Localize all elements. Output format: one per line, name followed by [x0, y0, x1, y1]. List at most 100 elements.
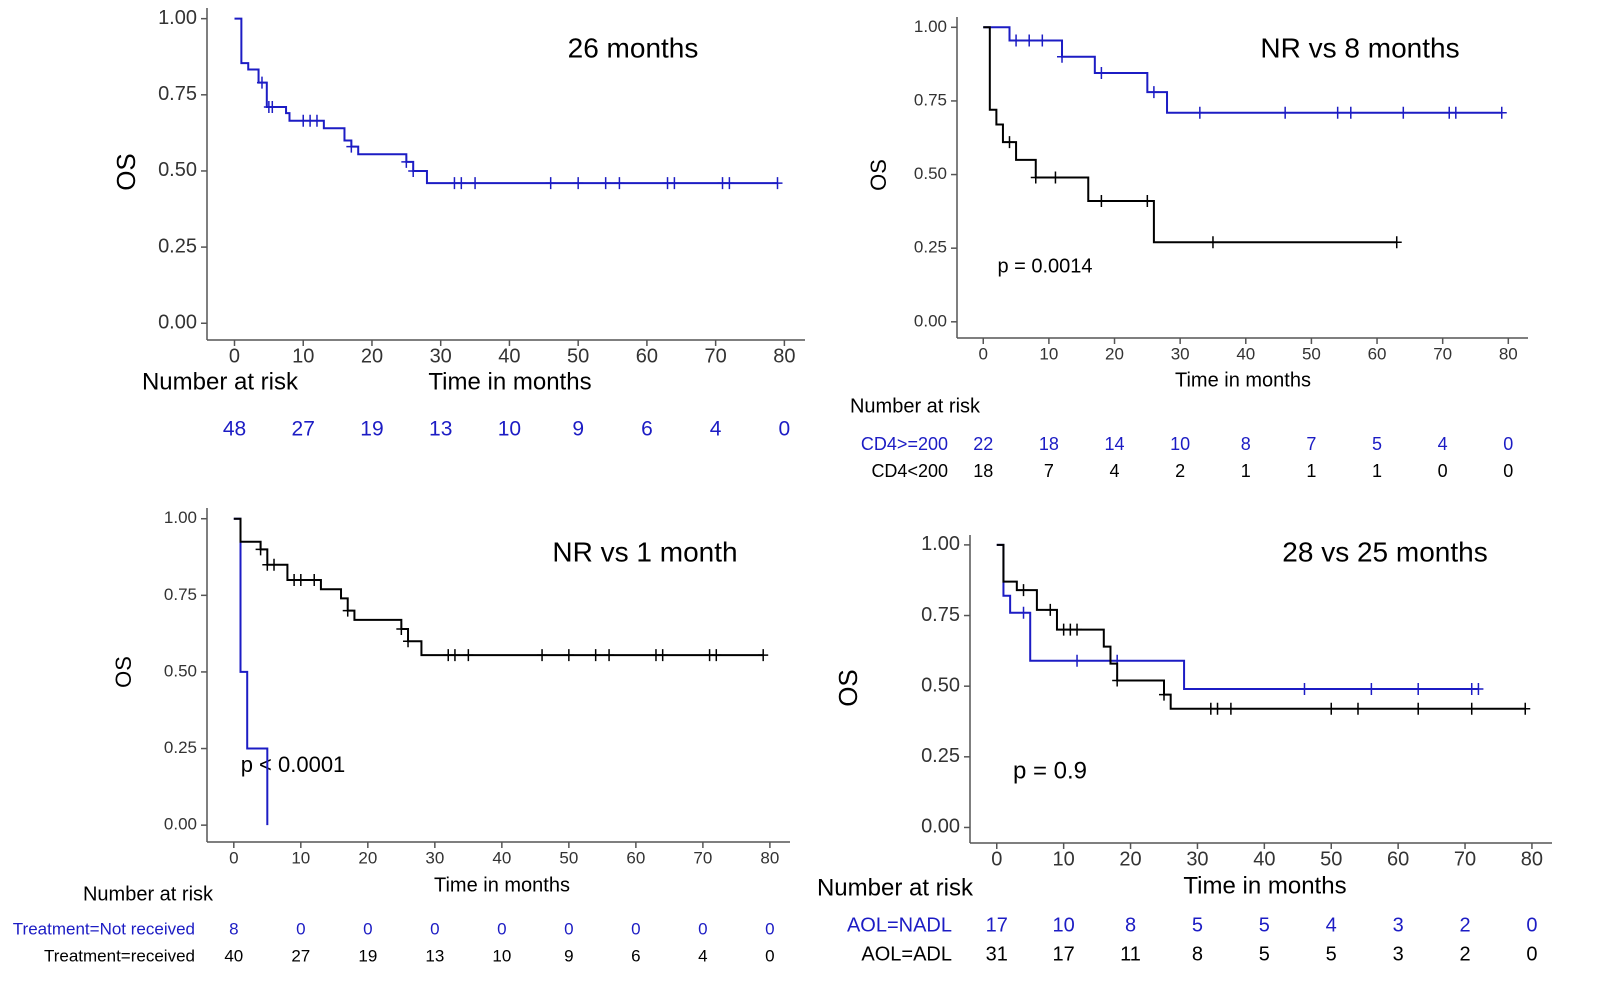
censor-mark	[1096, 195, 1107, 208]
censor-mark	[1212, 702, 1223, 715]
chart-title: 28 vs 25 months	[1282, 536, 1487, 567]
risk-title: Number at risk	[83, 883, 214, 905]
y-tick-label: 1.00	[921, 533, 960, 555]
censor-mark	[614, 177, 625, 190]
risk-count: 14	[1105, 434, 1125, 454]
censor-mark	[573, 177, 584, 190]
risk-count: 7	[1044, 461, 1054, 481]
risk-count: 0	[296, 919, 305, 938]
censor-mark	[342, 604, 353, 617]
censor-mark	[1299, 683, 1310, 695]
x-tick-label: 10	[1039, 344, 1058, 363]
x-tick-label: 40	[1253, 848, 1275, 870]
x-axis-label: Time in months	[1183, 872, 1346, 899]
risk-row-label: Treatment=Not received	[13, 919, 195, 938]
censor-mark	[545, 177, 556, 190]
risk-title: Number at risk	[817, 874, 974, 901]
censor-mark	[1450, 106, 1461, 119]
censor-mark	[1050, 171, 1061, 184]
censor-mark	[1159, 688, 1169, 701]
y-axis-label: OS	[833, 669, 863, 707]
x-tick-label: 20	[1119, 848, 1141, 870]
risk-count: 6	[631, 946, 640, 965]
risk-count: 1	[1306, 461, 1316, 481]
censor-mark	[1466, 702, 1477, 715]
risk-count: 48	[223, 418, 246, 441]
risk-count: 0	[698, 919, 707, 938]
censor-mark	[563, 649, 574, 662]
risk-count: 5	[1192, 914, 1203, 936]
censor-mark	[724, 177, 735, 190]
censor-mark	[1148, 86, 1159, 99]
x-tick-label: 20	[358, 848, 377, 867]
x-axis-label: Time in months	[428, 368, 591, 395]
censor-mark	[772, 177, 783, 190]
risk-count: 0	[1438, 461, 1448, 481]
chart-title: 26 months	[568, 32, 699, 63]
risk-count: 10	[1053, 914, 1075, 936]
x-tick-label: 40	[498, 345, 520, 367]
risk-count: 0	[363, 919, 372, 938]
x-tick-label: 20	[361, 345, 383, 367]
x-tick-label: 70	[693, 848, 712, 867]
y-tick-label: 0.75	[914, 90, 947, 109]
risk-row-label: AOL=NADL	[847, 914, 952, 936]
y-tick-label: 0.00	[921, 816, 960, 838]
risk-count: 19	[358, 946, 377, 965]
chart-title: NR vs 1 month	[552, 536, 737, 567]
censor-mark	[1280, 106, 1291, 119]
risk-count: 9	[572, 418, 584, 441]
censor-mark	[537, 649, 548, 662]
risk-count: 27	[292, 418, 315, 441]
y-axis-label: OS	[111, 656, 136, 688]
chart-title: NR vs 8 months	[1260, 32, 1459, 63]
risk-count: 13	[429, 418, 452, 441]
censor-mark	[1072, 654, 1083, 667]
censor-mark	[1473, 683, 1484, 695]
risk-count: 1	[1372, 461, 1382, 481]
risk-count: 4	[1438, 434, 1448, 454]
censor-mark	[711, 649, 722, 662]
censor-mark	[1194, 106, 1205, 119]
x-tick-label: 50	[567, 345, 589, 367]
y-tick-label: 0.25	[158, 235, 197, 257]
risk-row-label: Treatment=received	[44, 946, 195, 965]
censor-mark	[408, 164, 419, 177]
censor-mark	[256, 76, 267, 89]
p-value: p = 0.9	[1013, 757, 1087, 784]
x-tick-label: 30	[1171, 344, 1190, 363]
risk-count: 0	[430, 919, 439, 938]
x-tick-label: 70	[705, 345, 727, 367]
risk-count: 3	[1393, 943, 1404, 965]
censor-mark	[1413, 702, 1424, 715]
censor-mark	[1413, 683, 1424, 695]
censor-mark	[1018, 584, 1029, 597]
risk-count: 11	[1120, 943, 1141, 965]
p-value: p = 0.0014	[997, 255, 1092, 277]
x-tick-label: 60	[626, 848, 645, 867]
risk-count: 8	[229, 919, 238, 938]
x-tick-label: 80	[1521, 848, 1543, 870]
censor-mark	[1030, 171, 1041, 184]
censor-mark	[1520, 702, 1531, 715]
risk-count: 8	[1125, 914, 1136, 936]
y-tick-label: 0.50	[158, 159, 197, 181]
p-value: p < 0.0001	[241, 752, 346, 777]
risk-count: 4	[710, 418, 722, 441]
censor-mark	[396, 623, 407, 636]
x-tick-label: 50	[559, 848, 578, 867]
risk-count: 4	[1110, 461, 1120, 481]
survival-curve	[983, 26, 1502, 114]
y-tick-label: 0.00	[914, 311, 947, 330]
x-tick-label: 60	[636, 345, 658, 367]
x-tick-label: 0	[979, 344, 988, 363]
risk-count: 31	[986, 943, 1008, 965]
risk-count: 10	[492, 946, 511, 965]
censor-mark	[604, 649, 615, 662]
censor-mark	[657, 649, 668, 662]
censor-mark	[1225, 702, 1236, 715]
censor-mark	[1057, 50, 1068, 63]
x-tick-label: 80	[1499, 344, 1518, 363]
risk-count: 0	[765, 946, 774, 965]
